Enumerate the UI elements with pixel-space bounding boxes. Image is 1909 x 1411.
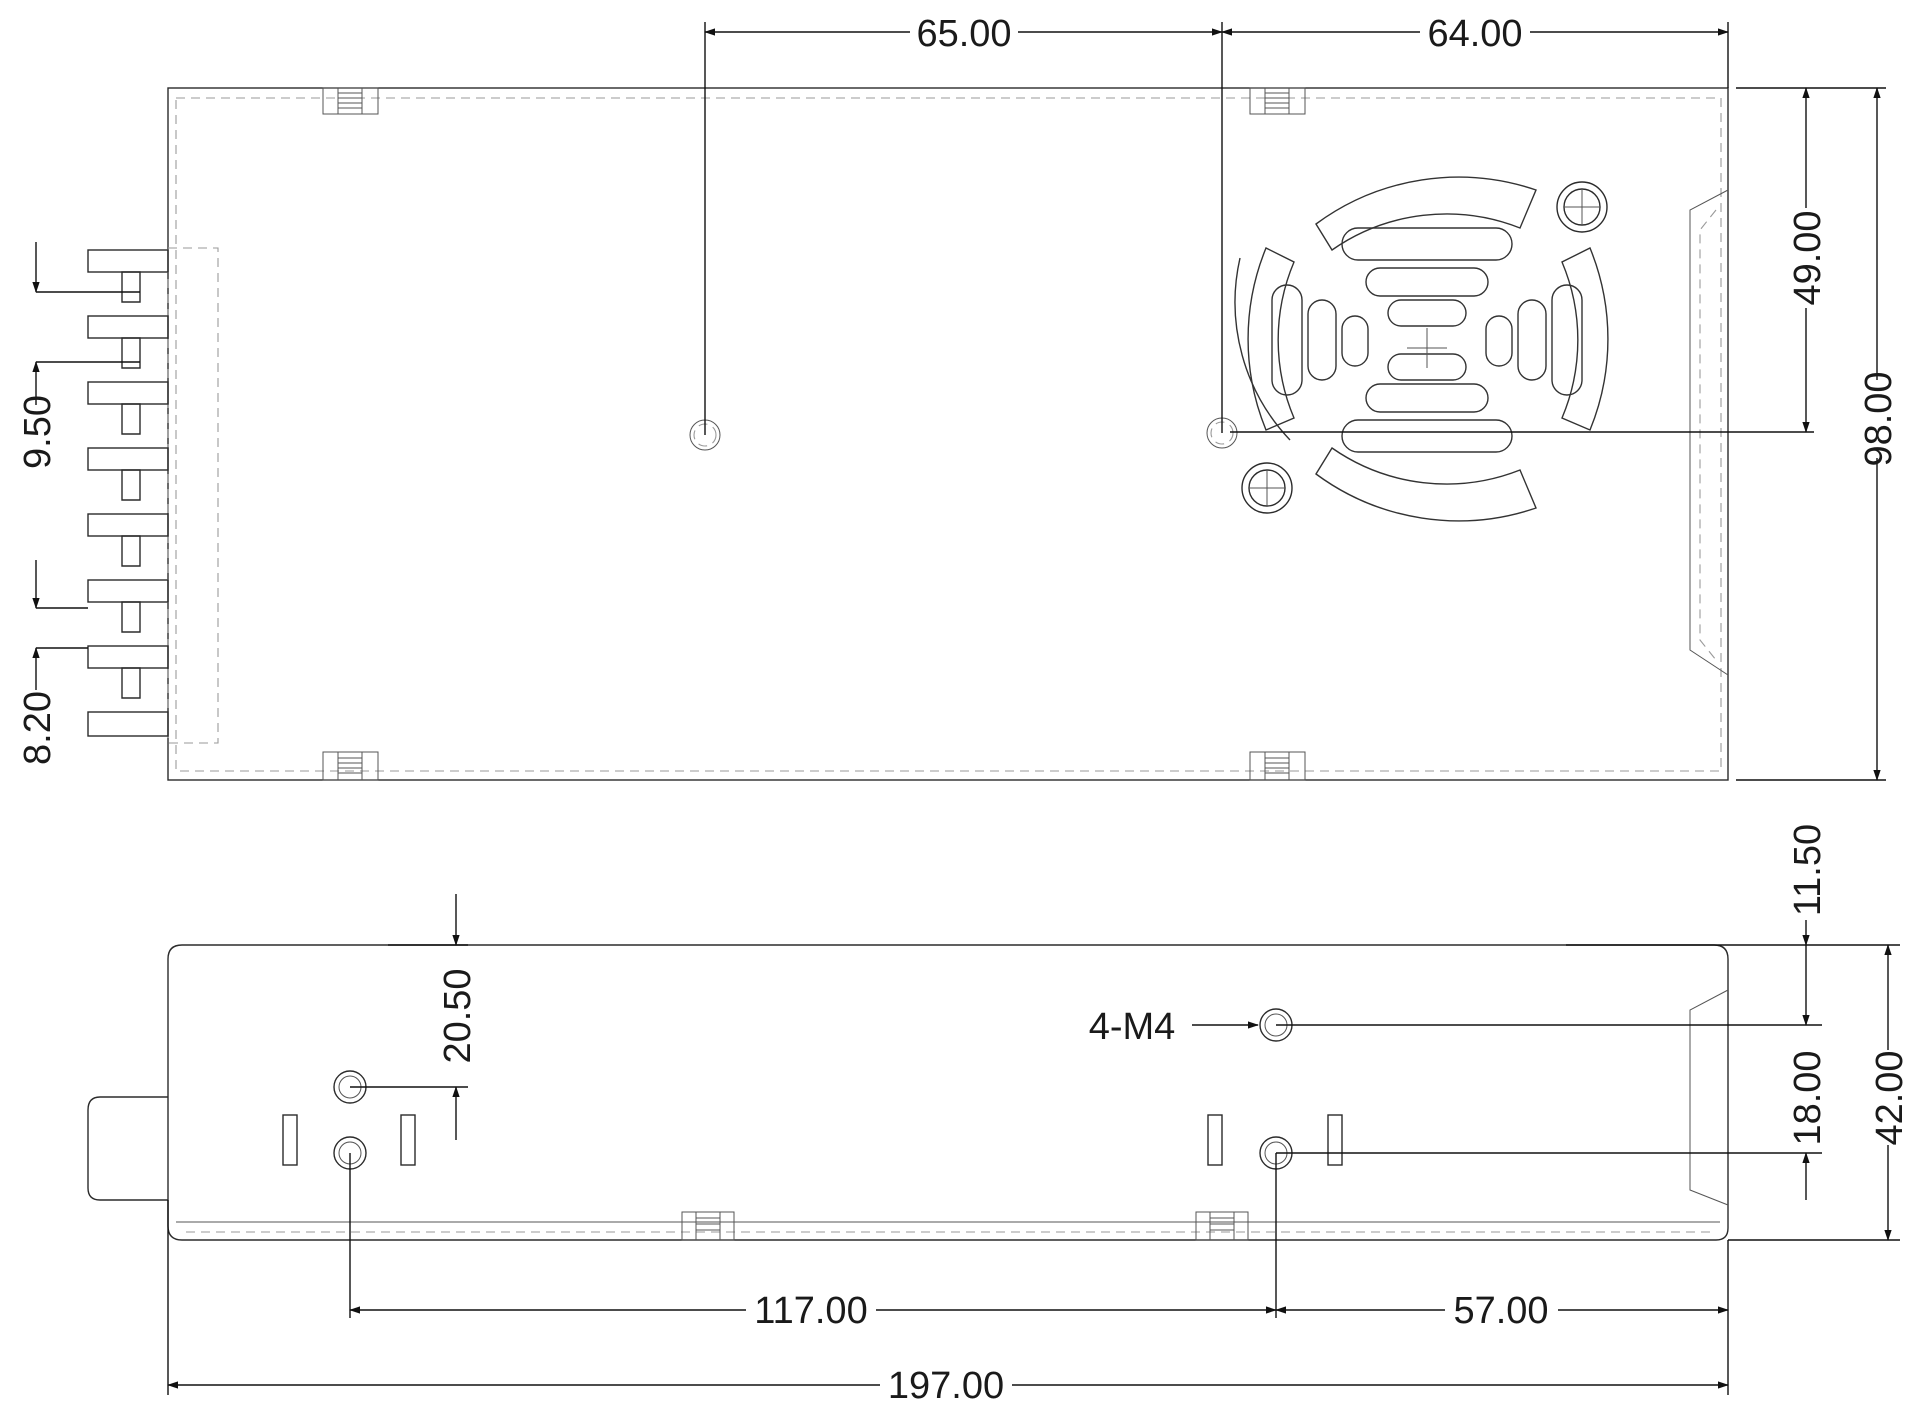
right-edge-bracket xyxy=(1689,189,1729,676)
side-tab-left xyxy=(681,1211,735,1241)
dim-label-49: 49.00 xyxy=(1787,210,1829,305)
top-view xyxy=(87,87,1729,781)
fan-screw-top xyxy=(1556,181,1608,233)
dim-label-65: 65.00 xyxy=(916,13,1011,55)
fan-grill xyxy=(1234,176,1609,522)
top-view-outline xyxy=(167,87,1729,781)
top-tab-right xyxy=(1249,87,1306,115)
dim-label-8-20: 8.20 xyxy=(17,691,59,765)
side-slot-4 xyxy=(1327,1114,1343,1166)
top-view-hidden-outline xyxy=(175,97,1722,772)
side-view-outline xyxy=(167,944,1729,1241)
terminal-7 xyxy=(87,645,169,699)
dimension-labels: 65.00 64.00 49.00 98.00 9.50 8.20 11.50 … xyxy=(17,13,1909,1407)
terminal-2 xyxy=(87,315,169,369)
dim-label-11-50: 11.50 xyxy=(1787,824,1829,916)
thread-callout-label: 4-M4 xyxy=(1089,1006,1176,1048)
dim-label-64: 64.00 xyxy=(1427,13,1522,55)
dim-label-18: 18.00 xyxy=(1787,1050,1829,1145)
terminal-3 xyxy=(87,381,169,435)
bottom-tab-left xyxy=(322,751,379,781)
side-slot-3 xyxy=(1207,1114,1223,1166)
dim-label-57: 57.00 xyxy=(1453,1290,1548,1332)
terminal-8 xyxy=(87,711,169,737)
terminal-5 xyxy=(87,513,169,567)
side-slot-1 xyxy=(282,1114,298,1166)
top-tab-left xyxy=(322,87,379,115)
side-connector xyxy=(87,1096,168,1201)
fan-screw-bottom xyxy=(1241,462,1293,514)
dim-label-117: 117.00 xyxy=(754,1290,867,1332)
terminal-1 xyxy=(87,249,169,303)
side-view xyxy=(87,944,1729,1241)
bottom-tab-right xyxy=(1249,751,1306,781)
dimension-lines xyxy=(32,22,1900,1395)
dim-label-197: 197.00 xyxy=(888,1365,1004,1407)
dim-label-20-50: 20.50 xyxy=(437,968,479,1063)
dim-label-42: 42.00 xyxy=(1869,1050,1909,1145)
dim-label-98: 98.00 xyxy=(1858,371,1900,466)
terminal-block xyxy=(87,247,219,744)
side-slot-2 xyxy=(400,1114,416,1166)
terminal-4 xyxy=(87,447,169,501)
side-tab-right xyxy=(1195,1211,1249,1241)
terminal-6 xyxy=(87,579,169,633)
dim-label-9-50: 9.50 xyxy=(17,395,59,469)
